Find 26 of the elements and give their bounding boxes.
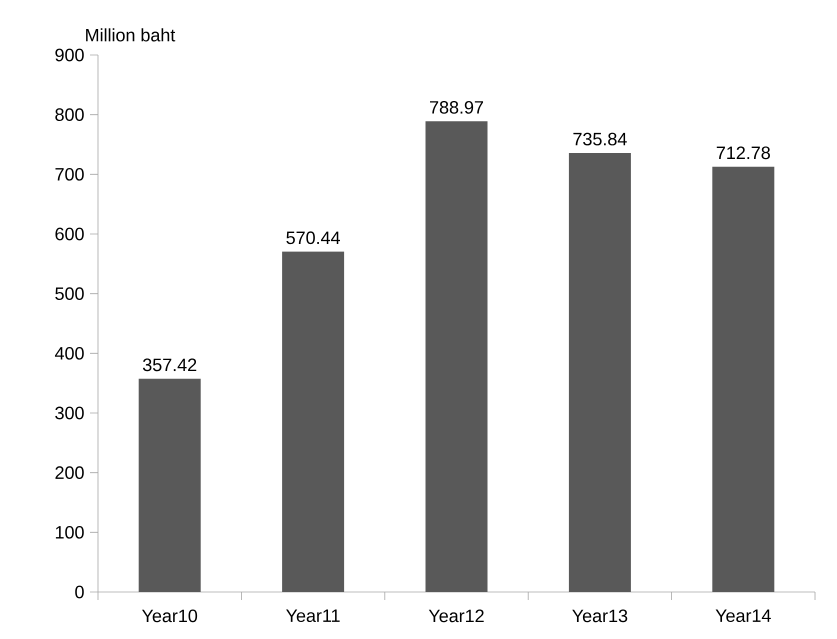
y-tick-label: 400	[54, 346, 84, 360]
x-tick-label: Year14	[716, 610, 771, 622]
x-tick-label: Year11	[286, 610, 340, 622]
bar	[282, 252, 344, 592]
y-tick-label: 100	[56, 526, 84, 539]
y-tick-label: 0	[75, 586, 84, 598]
x-tick-label: Year13	[572, 610, 628, 622]
bar	[426, 121, 488, 592]
data-label: 735.84	[573, 132, 627, 146]
x-tick-label: Year10	[142, 610, 198, 622]
y-tick-label: 300	[55, 406, 84, 420]
y-tick-label: 800	[55, 108, 84, 122]
data-label: 570.44	[286, 231, 340, 244]
x-tick-label: Year12	[428, 610, 484, 622]
y-tick-label: 900	[55, 48, 84, 62]
y-tick-label: 700	[55, 168, 84, 181]
y-tick-label: 200	[55, 466, 84, 480]
bar	[712, 166, 774, 592]
data-label: 712.78	[716, 146, 770, 160]
bar	[138, 378, 201, 592]
y-tick-label: 500	[55, 287, 84, 300]
bar	[568, 152, 631, 592]
data-label: 357.42	[142, 358, 196, 372]
y-tick-label: 600	[55, 228, 84, 240]
data-label: 788.97	[430, 101, 484, 114]
y-axis-title: Million baht	[86, 28, 176, 42]
